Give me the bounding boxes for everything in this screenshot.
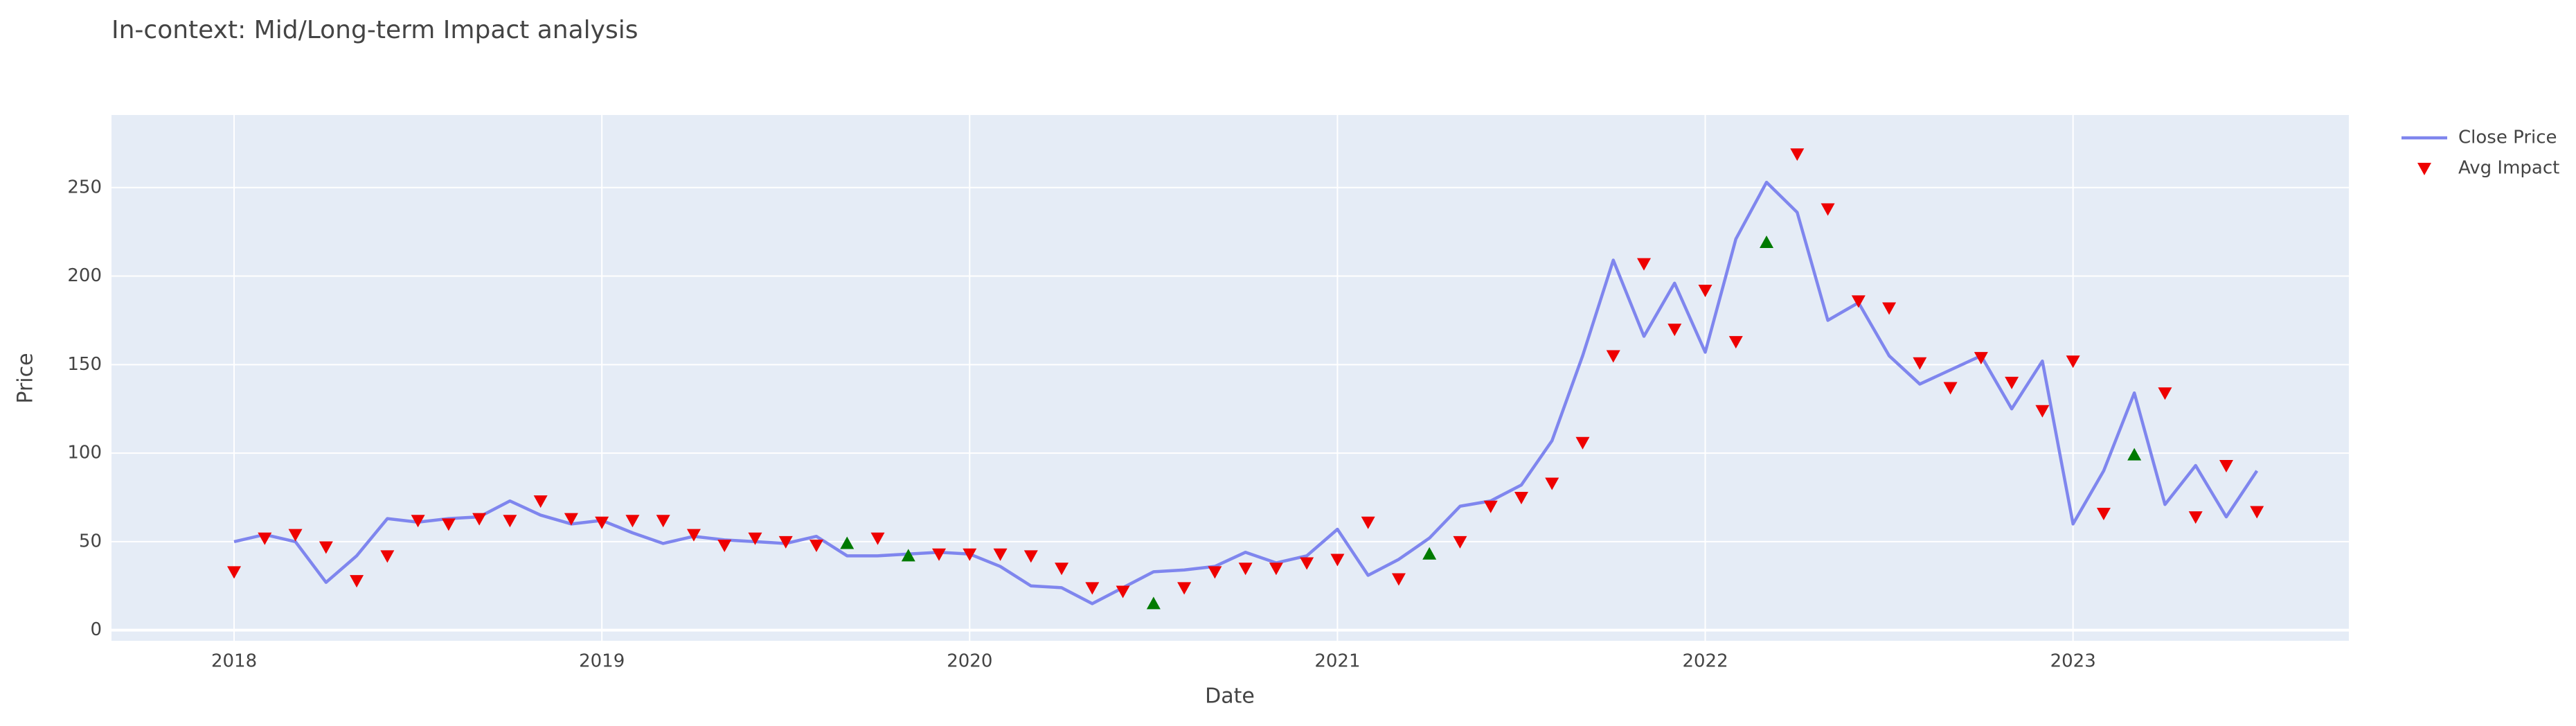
- impact-marker: [625, 515, 640, 528]
- impact-marker: [1085, 582, 1100, 595]
- legend-label: Close Price: [2458, 127, 2557, 148]
- impact-marker: [319, 541, 333, 554]
- impact-marker: [1422, 547, 1437, 560]
- impact-marker: [533, 495, 548, 508]
- impact-marker: [1606, 350, 1620, 363]
- impact-marker: [350, 575, 364, 588]
- chart-title: In-context: Mid/Long-term Impact analysi…: [111, 16, 638, 44]
- x-tick-label: 2019: [579, 651, 625, 672]
- y-tick-label: 50: [79, 531, 102, 551]
- impact-marker: [993, 548, 1008, 561]
- impact-marker: [1023, 550, 1038, 563]
- impact-marker: [1913, 357, 1927, 370]
- impact-marker: [1269, 563, 1283, 576]
- y-tick-label: 250: [67, 177, 102, 197]
- impact-marker: [595, 516, 609, 529]
- y-tick-label: 200: [67, 265, 102, 286]
- impact-marker: [2127, 448, 2142, 461]
- x-tick-label: 2018: [211, 651, 257, 672]
- impact-marker: [258, 532, 272, 545]
- impact-marker: [1728, 336, 1743, 349]
- impact-marker: [2250, 506, 2264, 519]
- impact-marker: [1238, 563, 1253, 576]
- impact-marker: [717, 540, 732, 552]
- impact-marker: [2158, 387, 2172, 400]
- impact-marker: [1760, 236, 1774, 248]
- impact-marker: [2096, 508, 2111, 520]
- impact-marker: [1698, 285, 1712, 297]
- impact-marker: [1514, 492, 1528, 504]
- impact-marker: [963, 548, 977, 561]
- impact-marker: [840, 536, 855, 549]
- impact-marker: [1361, 516, 1375, 529]
- impact-marker: [1116, 585, 1130, 599]
- impact-marker: [1943, 382, 1958, 395]
- y-tick-label: 0: [90, 619, 102, 640]
- impact-marker: [809, 540, 823, 552]
- impact-marker: [1851, 295, 1866, 308]
- y-tick-label: 100: [67, 443, 102, 463]
- y-tick-label: 150: [67, 354, 102, 375]
- impact-marker: [778, 535, 793, 549]
- impact-marker: [1821, 203, 1835, 216]
- impact-marker: [564, 513, 578, 526]
- impact-marker: [1146, 596, 1161, 610]
- impact-marker: [380, 550, 395, 563]
- impact-marker: [227, 566, 242, 579]
- x-tick-label: 2022: [1682, 651, 1728, 672]
- impact-marker: [686, 529, 701, 542]
- impact-marker: [1330, 554, 1345, 567]
- x-tick-label: 2021: [1314, 651, 1360, 672]
- impact-marker: [411, 515, 425, 528]
- impact-marker: [1637, 258, 1652, 271]
- impact-marker: [2066, 355, 2080, 369]
- impact-marker: [1300, 557, 1314, 570]
- impact-marker: [288, 529, 303, 542]
- impact-marker: [441, 518, 456, 531]
- impact-marker: [1453, 535, 1467, 549]
- impact-marker: [2219, 460, 2233, 472]
- impact-marker: [1208, 566, 1222, 579]
- legend-swatch: [2417, 163, 2431, 175]
- impact-marker: [1575, 436, 1590, 450]
- x-axis-title: Date: [1205, 684, 1255, 709]
- impact-marker: [1055, 563, 1069, 576]
- y-axis-title: Price: [14, 353, 38, 403]
- impact-marker: [1177, 582, 1192, 595]
- impact-marker: [2035, 405, 2050, 418]
- impact-marker: [901, 549, 915, 562]
- impact-marker: [1667, 324, 1682, 337]
- plot-background: [111, 115, 2349, 641]
- impact-marker: [1974, 352, 1988, 365]
- impact-marker: [870, 532, 885, 545]
- impact-marker: [656, 515, 670, 528]
- impact-marker: [748, 532, 762, 545]
- impact-marker: [1882, 302, 1897, 315]
- impact-marker: [2188, 511, 2203, 524]
- impact-marker: [1545, 477, 1559, 490]
- impact-marker: [1483, 500, 1498, 513]
- x-tick-label: 2020: [947, 651, 992, 672]
- impact-marker: [472, 513, 487, 526]
- legend-label: Avg Impact: [2458, 158, 2559, 179]
- impact-marker: [503, 515, 517, 528]
- impact-marker: [1790, 148, 1805, 161]
- impact-marker: [2005, 376, 2019, 389]
- impact-marker: [1391, 573, 1406, 586]
- impact-marker: [932, 548, 947, 561]
- x-tick-label: 2023: [2050, 651, 2096, 672]
